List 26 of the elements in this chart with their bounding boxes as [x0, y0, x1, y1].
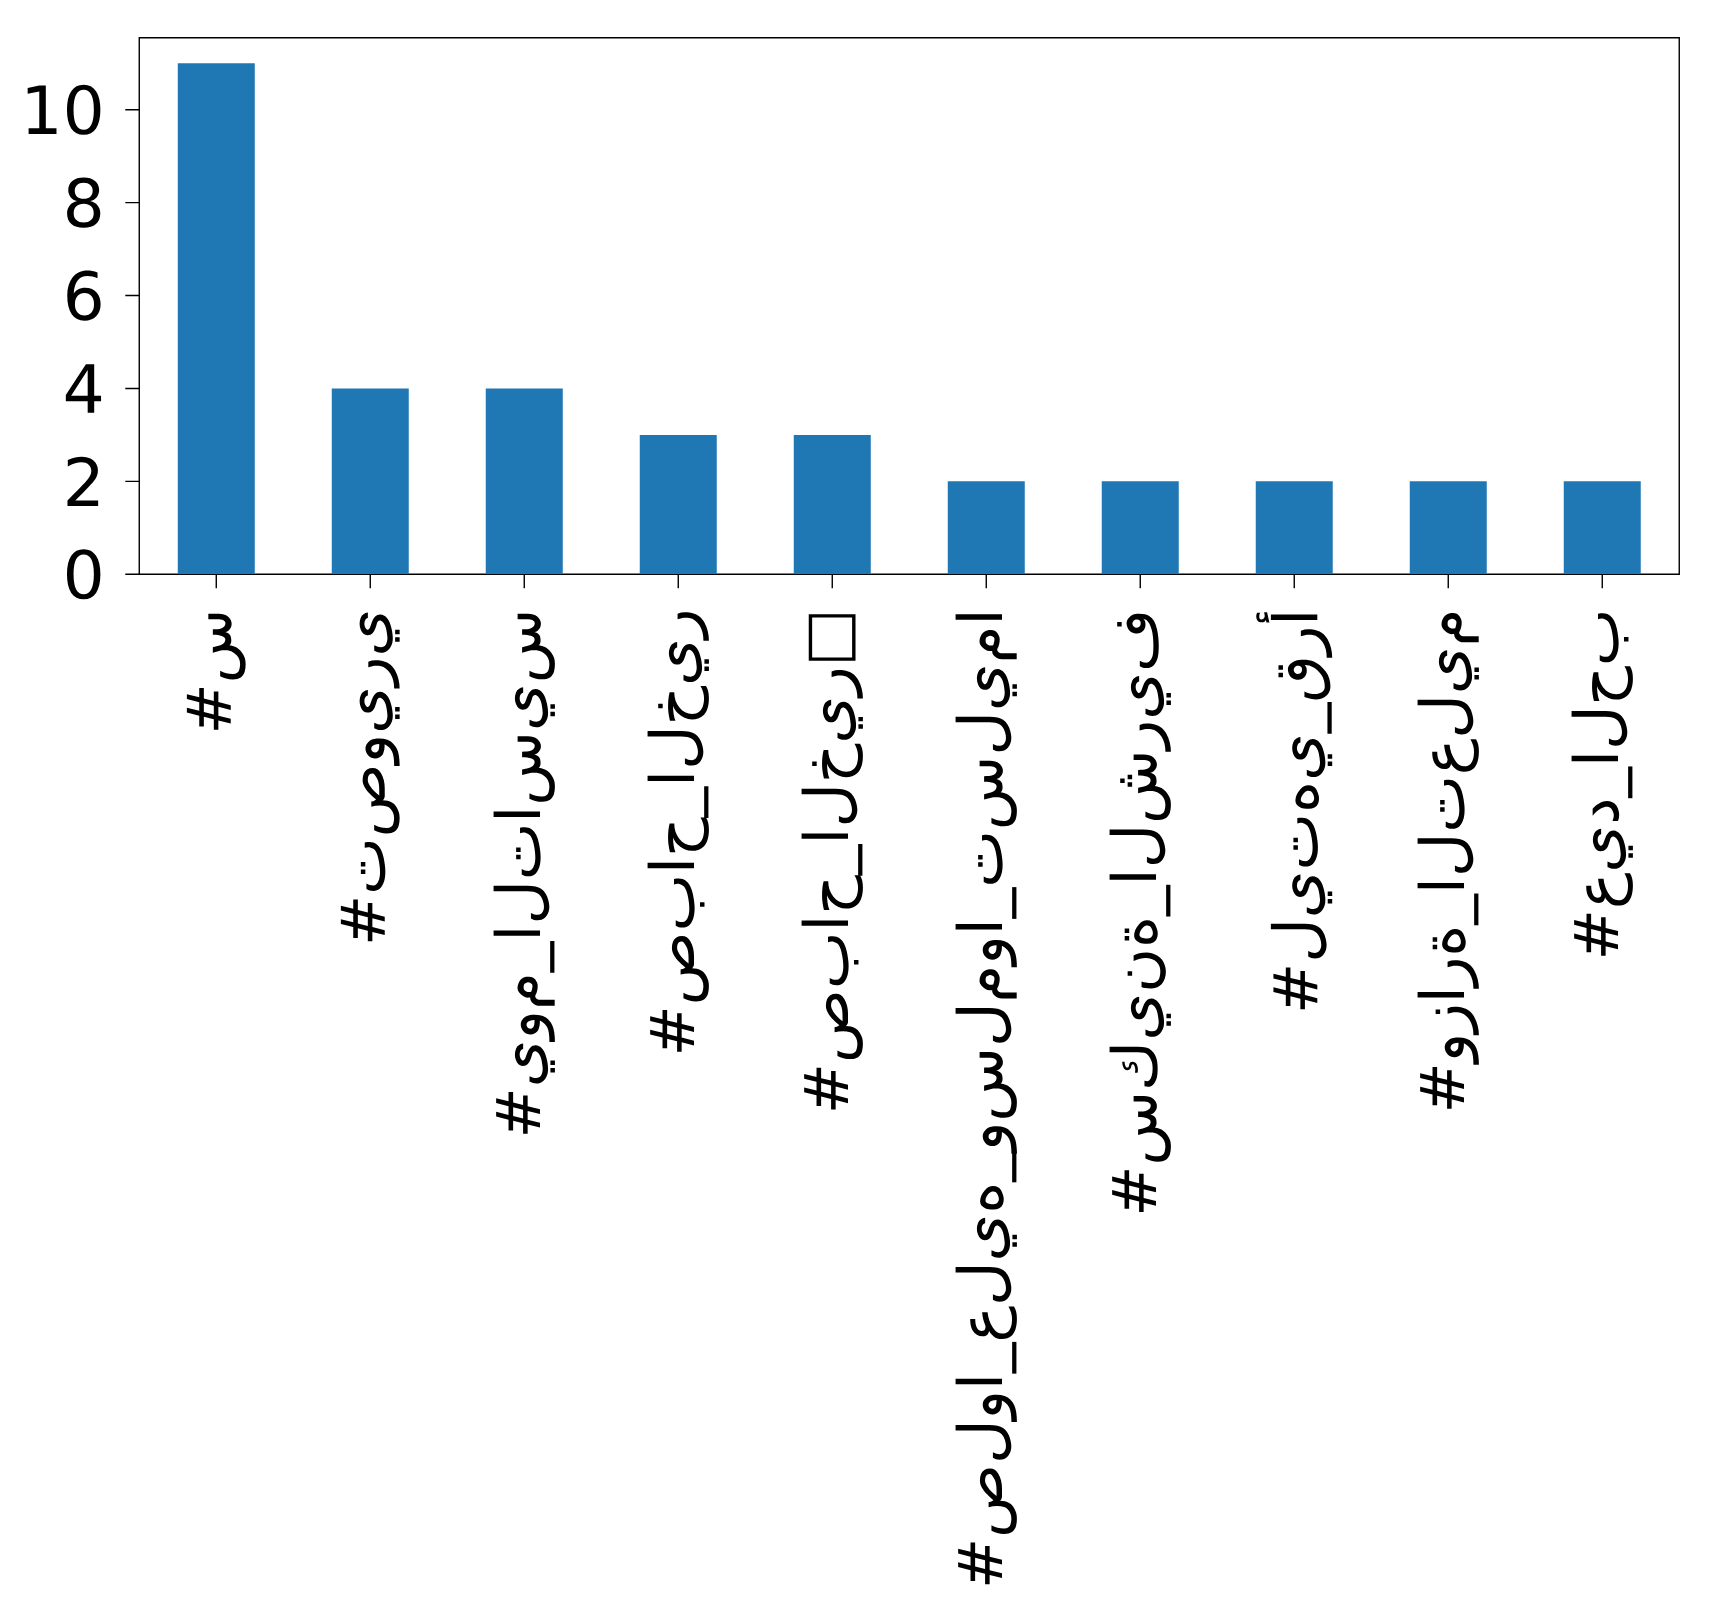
x-tick-label: #يوم_التاسيس: [493, 613, 555, 1134]
bar: [1563, 481, 1641, 575]
x-tick-label: #صباح_الخير□: [801, 613, 863, 1110]
y-tick-label: 2: [67, 456, 99, 506]
x-tick-label: #وزارة_التعليم: [1417, 612, 1479, 1109]
bar: [1409, 481, 1487, 575]
x-tick-label: #تصويري: [340, 612, 400, 942]
bar: [177, 63, 255, 575]
x-tick-label: #صباح_الخير: [647, 612, 709, 1052]
bar: [485, 388, 563, 575]
bar: [1101, 481, 1179, 575]
y-tick-label: 6: [67, 270, 101, 321]
bar: [947, 481, 1025, 575]
x-tick-label: #عيد_الحب: [1571, 613, 1633, 956]
bar: [793, 434, 871, 575]
bar: [639, 434, 717, 575]
x-tick-label: #سكينة_الشريف: [1109, 613, 1171, 1212]
y-tick-label: 8: [67, 177, 101, 228]
x-tick-label: #ليتهي_قرأ: [1256, 611, 1333, 1010]
y-tick-label: 0: [66, 548, 101, 600]
x-tick-label: #صلوا_عليه_وسلموا_تسليما: [955, 614, 1017, 1585]
bar: [331, 388, 409, 575]
y-tick-label: 4: [65, 364, 102, 413]
x-tick-label: #س: [186, 613, 246, 730]
y-tick-label: 10: [27, 84, 101, 135]
bar: [1255, 481, 1333, 575]
